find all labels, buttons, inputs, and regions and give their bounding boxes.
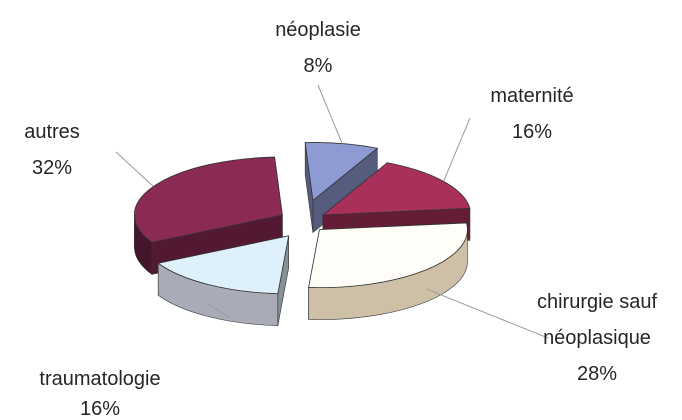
leader-line-2 — [426, 288, 549, 339]
label-traumatologie: traumatologie — [39, 368, 160, 390]
pie-slice-top-1 — [321, 162, 471, 216]
pie-slice-4 — [133, 156, 283, 275]
label-chirurgie-line1: chirurgie sauf — [537, 291, 658, 313]
label-autres: autres — [24, 121, 80, 143]
pie-slice-top-0 — [304, 142, 379, 202]
pie-slice-2 — [308, 222, 468, 320]
pie-slice-3 — [157, 235, 290, 326]
percent-autres: 32% — [32, 157, 72, 179]
label-chirurgie-line2: néoplasique — [543, 327, 651, 349]
leader-line-3 — [207, 303, 231, 319]
leader-line-0 — [317, 84, 343, 144]
percent-maternite: 16% — [512, 121, 552, 143]
label-neoplasie: néoplasie — [275, 19, 361, 41]
pie-slice-top-4 — [133, 156, 283, 243]
leader-line-4 — [115, 151, 154, 187]
percent-chirurgie: 28% — [577, 363, 617, 385]
pie-slice-top-3 — [157, 235, 290, 295]
percent-neoplasie: 8% — [304, 55, 333, 77]
pie-slice-top-2 — [308, 222, 468, 289]
percent-traumatologie: 16% — [80, 398, 120, 420]
label-maternite: maternité — [490, 85, 573, 107]
leader-line-1 — [443, 117, 471, 182]
